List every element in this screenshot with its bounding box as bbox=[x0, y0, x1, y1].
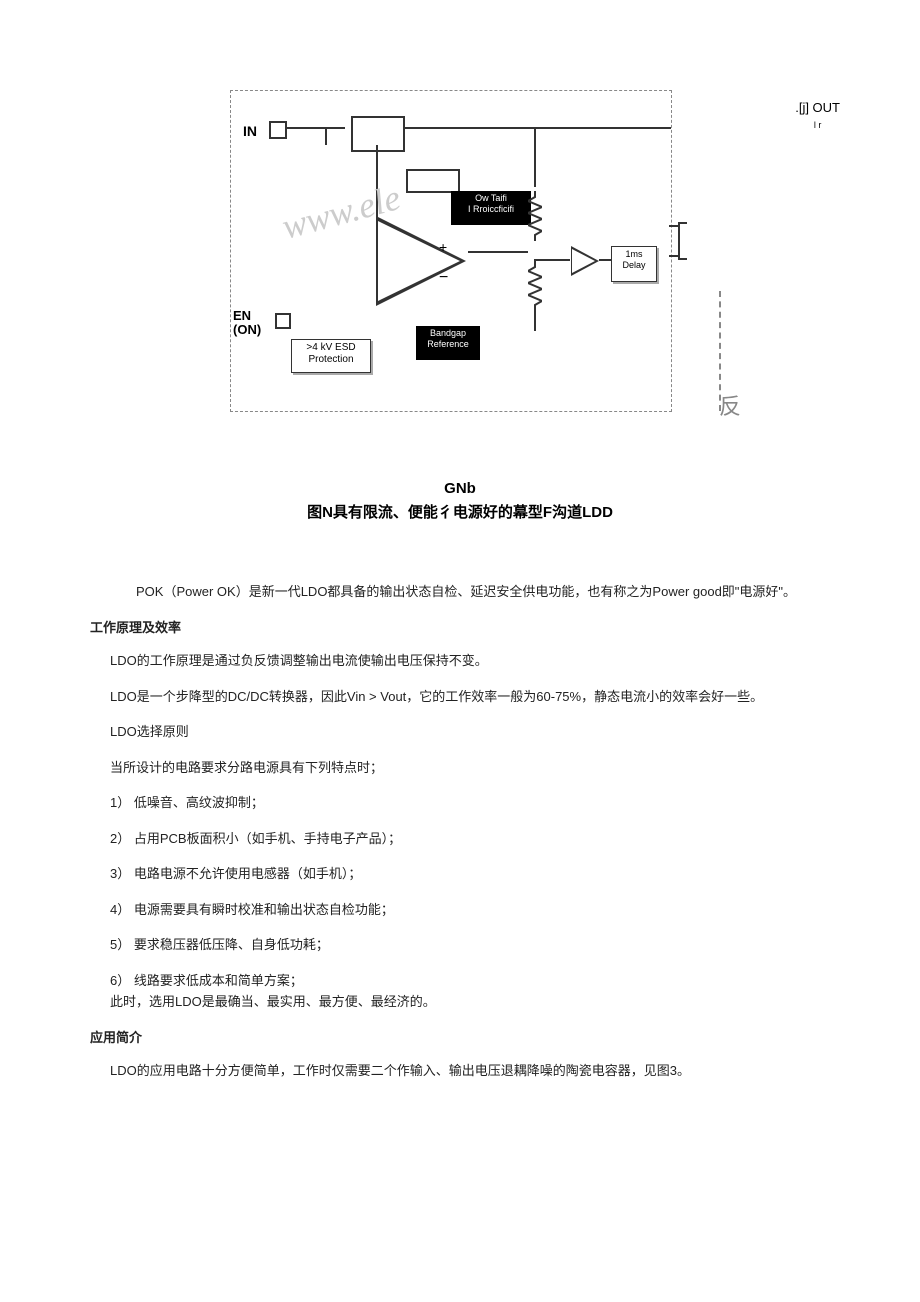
resistor-lower bbox=[528, 261, 542, 311]
list-item-1: 1） 低噪音、高纹波抑制； bbox=[80, 793, 840, 813]
en-port bbox=[275, 313, 291, 329]
list-item-2: 2） 占用PCB板面积小（如手机、手持电子产品）； bbox=[80, 829, 840, 849]
wire bbox=[468, 251, 528, 253]
para-principle: LDO的工作原理是通过负反馈调整输出电流使输出电压保持不变。 bbox=[80, 651, 840, 671]
body-text: POK（Power OK）是新一代LDO都具备的输出状态自检、延迟安全供电功能，… bbox=[80, 582, 840, 1081]
caption-label: GNb bbox=[80, 480, 840, 497]
para-application: LDO的应用电路十分方便简单，工作时仅需要二个作输入、输出电压退耦降噪的陶瓷电容… bbox=[80, 1061, 840, 1081]
resistor-upper bbox=[528, 191, 542, 241]
amp-minus-label: − bbox=[439, 269, 448, 287]
para-efficiency: LDO是一个步降型的DC/DC转换器，因此Vin > Vout，它的工作效率一般… bbox=[80, 687, 840, 707]
wire bbox=[534, 259, 570, 261]
diagram-border: IN EN (ON) >4 kV ESD Protection bbox=[230, 90, 672, 412]
sub-block bbox=[406, 169, 460, 193]
circuit-diagram: IN EN (ON) >4 kV ESD Protection bbox=[180, 90, 740, 440]
para-conclusion: 此时，选用LDO是最确当、最实用、最方便、最经济的。 bbox=[80, 992, 840, 1012]
figure-caption: GNb 图N具有限流、便能彳电源好的幕型F沟道LDD bbox=[80, 480, 840, 522]
wire bbox=[403, 127, 671, 129]
heading-application: 应用简介 bbox=[80, 1028, 840, 1048]
pok-paragraph: POK（Power OK）是新一代LDO都具备的输出状态自检、延迟安全供电功能，… bbox=[80, 582, 840, 602]
list-item-6: 6） 线路要求低成本和简单方案； bbox=[80, 971, 840, 991]
list-item-4: 4） 电源需要具有瞬时校准和输出状态自检功能； bbox=[80, 900, 840, 920]
bandgap-reference-block: Bandgap Reference bbox=[416, 326, 480, 360]
para-conditions: 当所设计的电路要求分路电源具有下列特点时； bbox=[80, 758, 840, 778]
out-pin-label: .[j] OUT l r bbox=[795, 100, 840, 131]
amp-plus-label: + bbox=[439, 239, 447, 255]
para-choice-heading: LDO选择原则 bbox=[80, 722, 840, 742]
wire bbox=[534, 311, 536, 331]
in-pin-label: IN bbox=[243, 123, 257, 139]
en-pin-label: EN (ON) bbox=[233, 309, 261, 338]
list-item-3: 3） 电路电源不允许使用电感器（如手机）； bbox=[80, 864, 840, 884]
output-stub bbox=[669, 221, 689, 261]
esd-protection-block: >4 kV ESD Protection bbox=[291, 339, 371, 373]
cutoff-char: 反 bbox=[719, 389, 741, 421]
caption-text: 图N具有限流、便能彳电源好的幕型F沟道LDD bbox=[80, 501, 840, 522]
wire bbox=[534, 127, 536, 187]
mosfet-block bbox=[321, 111, 411, 171]
in-port bbox=[269, 121, 287, 139]
wire bbox=[599, 259, 611, 261]
wire bbox=[376, 145, 378, 261]
list-item-5: 5） 要求稳压器低压降、自身低功耗； bbox=[80, 935, 840, 955]
heading-principle: 工作原理及效率 bbox=[80, 618, 840, 638]
delay-block: 1ms Delay bbox=[611, 246, 657, 282]
